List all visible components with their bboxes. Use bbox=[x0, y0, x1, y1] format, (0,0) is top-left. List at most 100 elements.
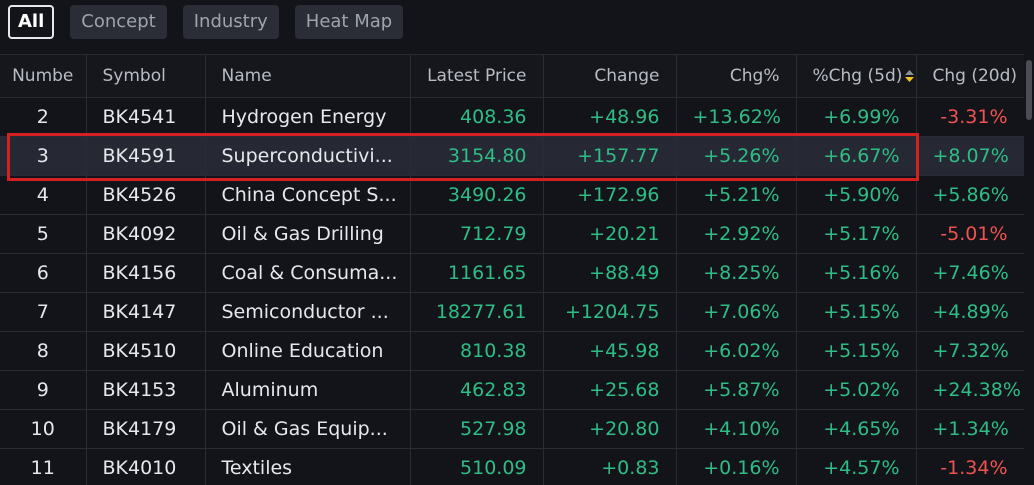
column-header[interactable]: Chg (20d) bbox=[916, 55, 1024, 98]
cell: +24.38% bbox=[916, 371, 1024, 410]
column-header[interactable]: Name bbox=[205, 55, 410, 98]
cell: BK4010 bbox=[86, 449, 205, 485]
cell: +1.34% bbox=[916, 410, 1024, 449]
cell: +5.87% bbox=[676, 371, 796, 410]
cell: +6.02% bbox=[676, 332, 796, 371]
cell: 810.38 bbox=[410, 332, 543, 371]
cell: 1161.65 bbox=[410, 254, 543, 293]
cell: +20.21 bbox=[543, 215, 676, 254]
cell: 3154.80 bbox=[410, 137, 543, 176]
column-header[interactable]: Symbol bbox=[86, 55, 205, 98]
header-text: Chg (20d) bbox=[933, 66, 1018, 86]
cell: +5.15% bbox=[796, 332, 916, 371]
cell: 4 bbox=[0, 176, 86, 215]
cell: 527.98 bbox=[410, 410, 543, 449]
cell: Semiconductor ... bbox=[205, 293, 410, 332]
cell: +8.25% bbox=[676, 254, 796, 293]
cell: -1.34% bbox=[916, 449, 1024, 485]
cell: +5.86% bbox=[916, 176, 1024, 215]
cell: +5.16% bbox=[796, 254, 916, 293]
cell: 10 bbox=[0, 410, 86, 449]
cell: 7 bbox=[0, 293, 86, 332]
cell: +2.92% bbox=[676, 215, 796, 254]
column-header[interactable]: Numbe bbox=[0, 55, 86, 98]
table-container: Numbe Symbol Name Latest Price Change Chg% %Ch… bbox=[0, 54, 1024, 485]
scrollbar[interactable] bbox=[1026, 60, 1032, 120]
cell: +5.90% bbox=[796, 176, 916, 215]
sort-icon[interactable] bbox=[905, 69, 914, 83]
header-text: Change bbox=[594, 66, 659, 86]
cell: +7.46% bbox=[916, 254, 1024, 293]
header-text: Latest Price bbox=[427, 66, 526, 86]
cell: Online Education bbox=[205, 332, 410, 371]
cell: +4.89% bbox=[916, 293, 1024, 332]
cell: +8.07% bbox=[916, 137, 1024, 176]
cell: +0.16% bbox=[676, 449, 796, 485]
cell: +5.26% bbox=[676, 137, 796, 176]
tab[interactable]: Concept bbox=[70, 5, 166, 39]
cell: +0.83 bbox=[543, 449, 676, 485]
cell: +45.98 bbox=[543, 332, 676, 371]
cell: +5.21% bbox=[676, 176, 796, 215]
cell: +25.68 bbox=[543, 371, 676, 410]
cell: 2 bbox=[0, 98, 86, 137]
cell: BK4156 bbox=[86, 254, 205, 293]
column-header[interactable]: Latest Price bbox=[410, 55, 543, 98]
cell: BK4591 bbox=[86, 137, 205, 176]
cell: BK4092 bbox=[86, 215, 205, 254]
column-header[interactable]: Change bbox=[543, 55, 676, 98]
header-text: Chg% bbox=[730, 66, 780, 86]
cell: Aluminum bbox=[205, 371, 410, 410]
cell: +6.99% bbox=[796, 98, 916, 137]
tab[interactable]: Industry bbox=[183, 5, 279, 39]
header-row: Numbe Symbol Name Latest Price Change Chg% %Ch… bbox=[0, 55, 1024, 98]
cell: +6.67% bbox=[796, 137, 916, 176]
cell: +4.10% bbox=[676, 410, 796, 449]
cell: 510.09 bbox=[410, 449, 543, 485]
header-text: %Chg (5d) bbox=[813, 66, 903, 86]
cell: +157.77 bbox=[543, 137, 676, 176]
cell: BK4147 bbox=[86, 293, 205, 332]
cell: 18277.61 bbox=[410, 293, 543, 332]
cell: +48.96 bbox=[543, 98, 676, 137]
cell: +20.80 bbox=[543, 410, 676, 449]
cell: +13.62% bbox=[676, 98, 796, 137]
cell: 6 bbox=[0, 254, 86, 293]
cell: 11 bbox=[0, 449, 86, 485]
cell: BK4510 bbox=[86, 332, 205, 371]
cell: China Concept S... bbox=[205, 176, 410, 215]
cell: +88.49 bbox=[543, 254, 676, 293]
cell: +5.17% bbox=[796, 215, 916, 254]
cell: Oil & Gas Drilling bbox=[205, 215, 410, 254]
cell: 9 bbox=[0, 371, 86, 410]
cell: 408.36 bbox=[410, 98, 543, 137]
column-header[interactable]: Chg% bbox=[676, 55, 796, 98]
header-text: Symbol bbox=[103, 66, 166, 86]
cell: -5.01% bbox=[916, 215, 1024, 254]
header-text: Name bbox=[222, 66, 272, 86]
cell: BK4541 bbox=[86, 98, 205, 137]
column-header[interactable]: %Chg (5d) bbox=[796, 55, 916, 98]
cell: +1204.75 bbox=[543, 293, 676, 332]
cell: 5 bbox=[0, 215, 86, 254]
cell: BK4526 bbox=[86, 176, 205, 215]
cell: Coal & Consuma... bbox=[205, 254, 410, 293]
cell: 3490.26 bbox=[410, 176, 543, 215]
cell: 462.83 bbox=[410, 371, 543, 410]
tab[interactable]: Heat Map bbox=[295, 5, 403, 39]
tab[interactable]: All bbox=[8, 5, 54, 39]
cell: 8 bbox=[0, 332, 86, 371]
cell: +4.57% bbox=[796, 449, 916, 485]
cell: +7.06% bbox=[676, 293, 796, 332]
